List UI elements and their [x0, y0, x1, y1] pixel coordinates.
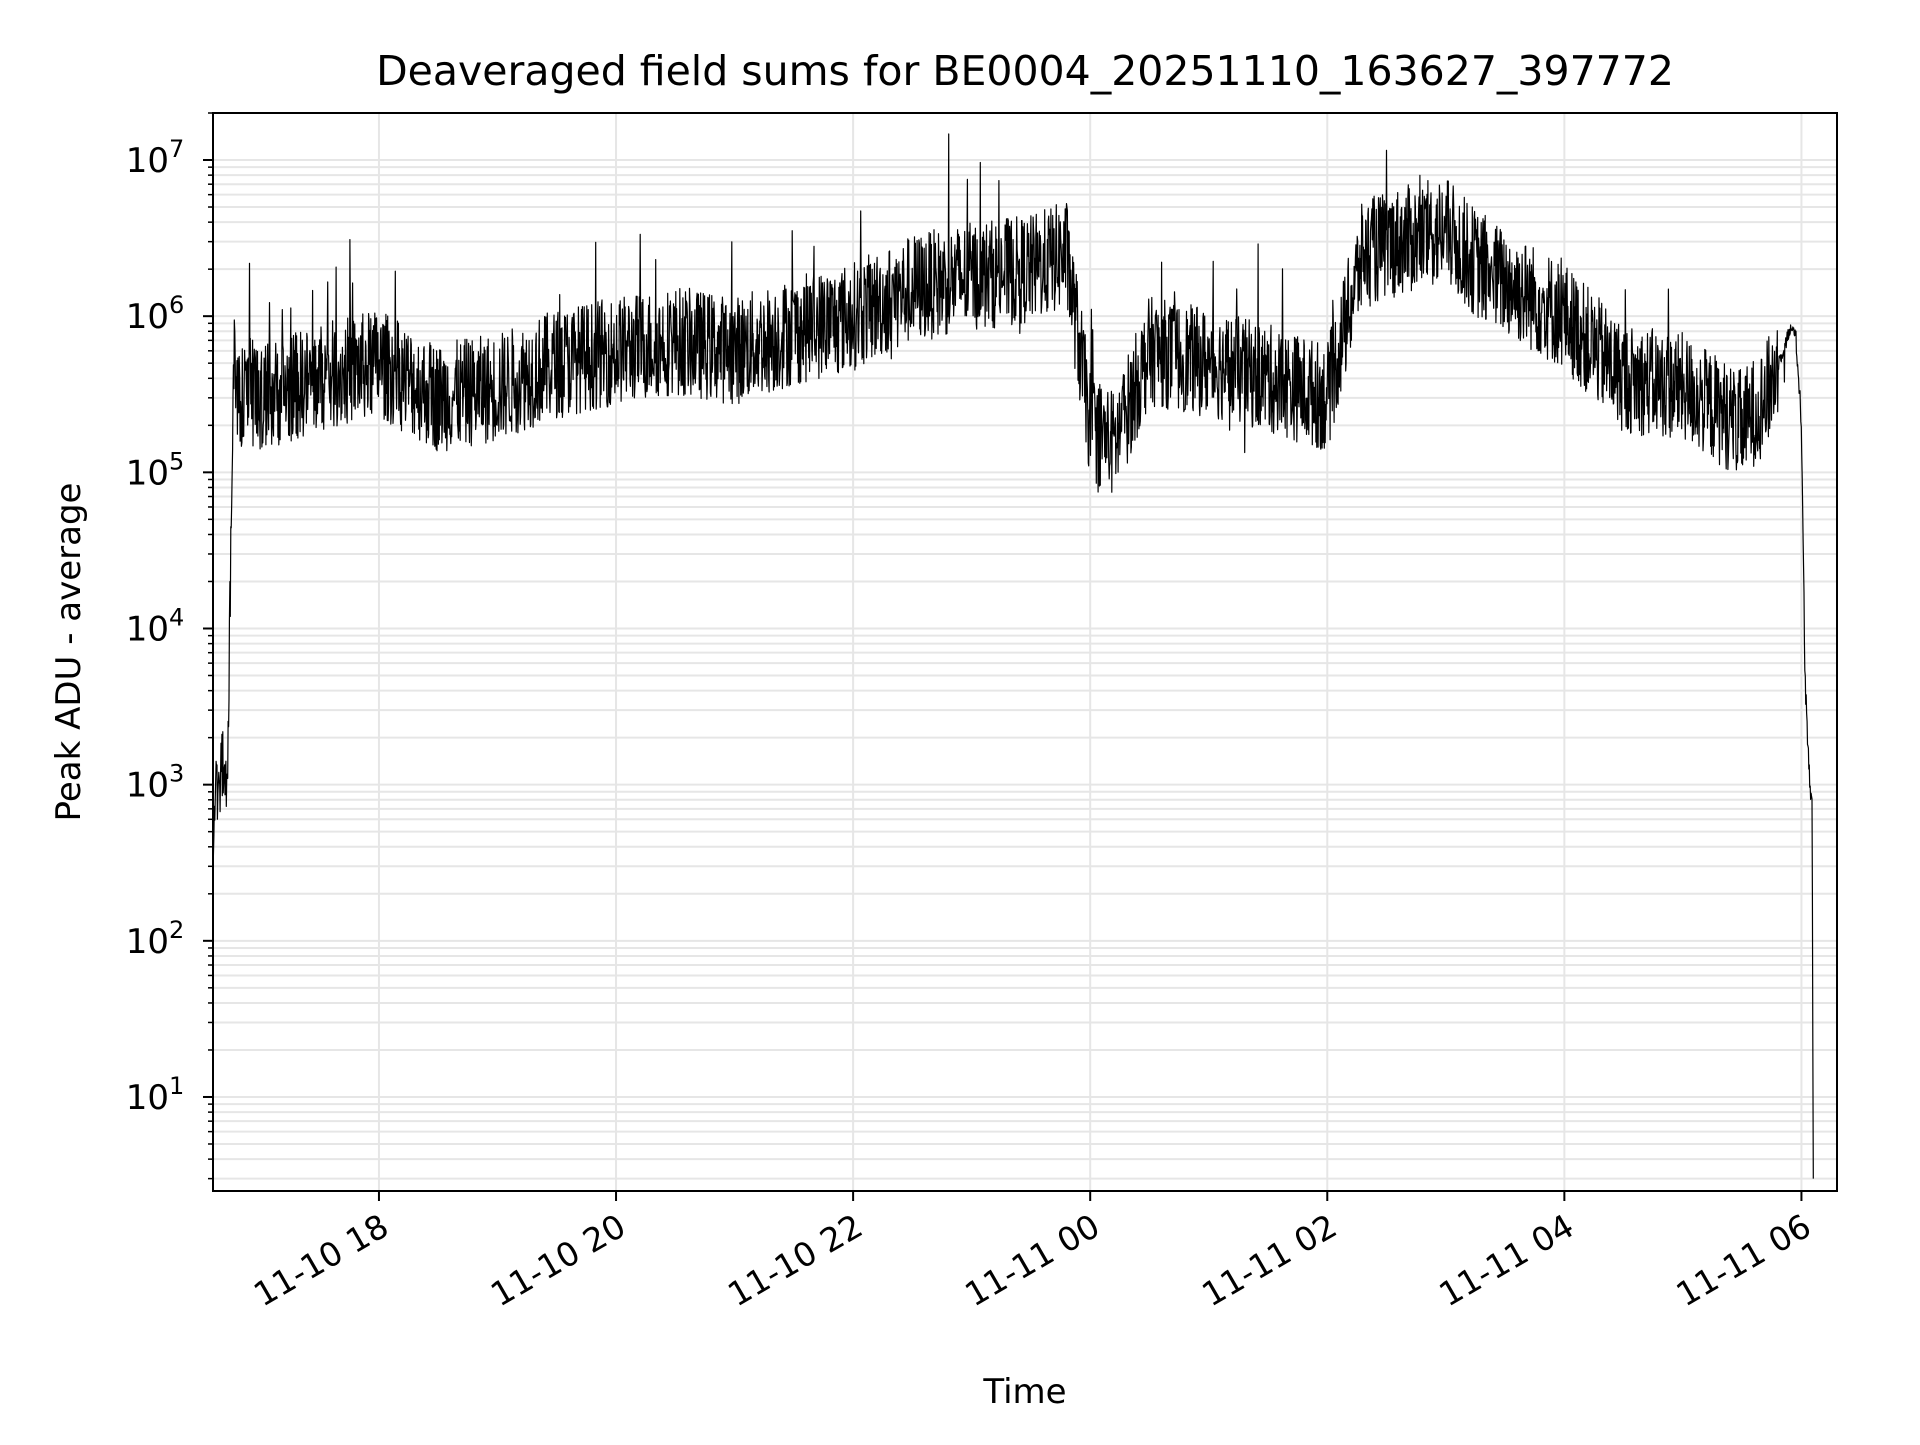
y-tick-label: 103	[126, 760, 185, 806]
data-series	[212, 133, 1814, 1179]
chart-title: Deaveraged field sums for BE0004_2025111…	[376, 47, 1674, 95]
y-tick-label: 107	[126, 135, 185, 181]
grid	[213, 112, 1837, 1191]
series-line-field-sums	[212, 133, 1814, 1179]
y-tick-label: 104	[126, 603, 185, 649]
y-tick-label: 105	[126, 447, 185, 493]
y-axis-label: Peak ADU - average	[49, 483, 89, 822]
y-tick-label: 106	[126, 291, 185, 337]
y-tick-label: 102	[126, 916, 185, 962]
y-tick-label: 101	[126, 1072, 185, 1118]
x-axis-label: Time	[982, 1372, 1066, 1412]
